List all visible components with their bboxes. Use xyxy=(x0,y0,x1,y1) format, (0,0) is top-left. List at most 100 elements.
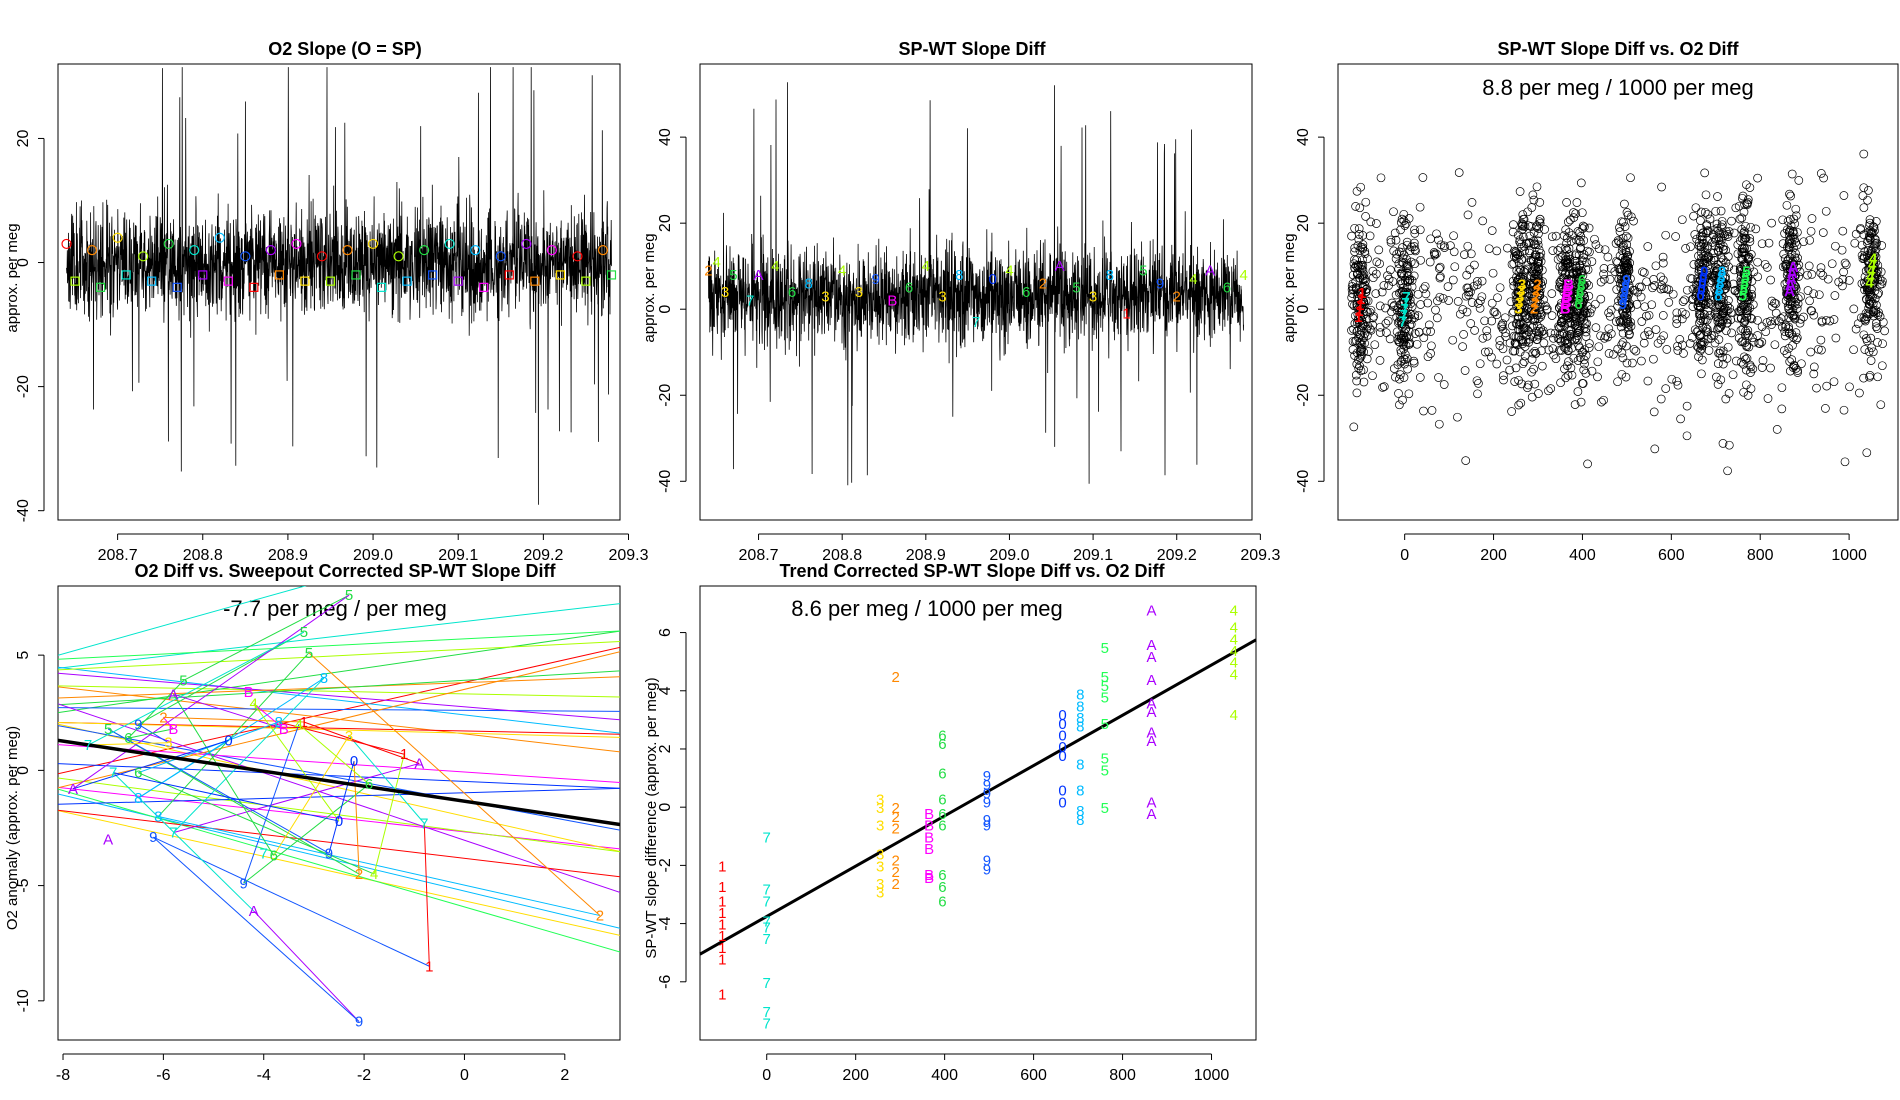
cluster-label: 7 xyxy=(1400,307,1408,324)
scatter-point xyxy=(1702,220,1712,229)
scatter-point xyxy=(1692,341,1702,351)
scatter-point xyxy=(1526,222,1536,231)
scatter-point xyxy=(1365,324,1375,334)
scatter-point xyxy=(1617,369,1627,379)
group-point: 8 xyxy=(1076,812,1084,829)
cluster-label: A xyxy=(1788,259,1799,276)
circle-marker xyxy=(572,251,583,262)
group-point: 0 xyxy=(1058,716,1066,733)
scatter-point xyxy=(1724,262,1734,272)
scatter-point xyxy=(1356,182,1366,192)
scatter-point xyxy=(1410,225,1419,235)
point-label: 5 xyxy=(104,721,112,738)
circle-marker xyxy=(546,245,557,256)
scatter-point xyxy=(1812,383,1821,393)
scatter-point xyxy=(1717,319,1727,329)
scatter-point xyxy=(1519,303,1528,313)
scatter-point xyxy=(1697,344,1707,354)
scatter-point xyxy=(1498,344,1508,354)
scatter-point xyxy=(1719,244,1728,254)
panel1-plot: 208.7 208.8 208.9 209.0 209.1 209.2 209.3 20 0 -2… xyxy=(15,63,649,564)
y-tick-label: 0 xyxy=(657,305,674,314)
scatter-point xyxy=(1519,357,1529,367)
cluster-label: A xyxy=(1787,265,1798,282)
scatter-point xyxy=(1463,241,1473,251)
scatter-point xyxy=(1477,292,1487,302)
x-tick-label: 200 xyxy=(1480,547,1507,564)
scatter-point xyxy=(1790,301,1800,310)
panel3-ylabel: approx. per meg xyxy=(1281,233,1298,342)
scatter-point xyxy=(1650,444,1660,454)
scatter-point xyxy=(1863,246,1873,256)
circle-marker xyxy=(393,251,404,262)
scatter-point xyxy=(1673,341,1682,351)
scatter-point xyxy=(1754,338,1764,348)
digit-marker: 6 xyxy=(788,284,796,301)
scatter-point xyxy=(1839,267,1848,277)
group-point: 7 xyxy=(763,882,771,899)
plot-frame xyxy=(57,585,621,1041)
scatter-point xyxy=(1515,300,1525,310)
scatter-point xyxy=(1716,235,1726,245)
scatter-point xyxy=(1690,230,1700,239)
scatter-point xyxy=(1569,208,1578,217)
scatter-point xyxy=(1576,314,1586,324)
x-axis: 0 200 400 600 800 1000 xyxy=(1400,533,1867,564)
scatter-point xyxy=(1534,229,1543,239)
digit-marker: 3 xyxy=(721,284,729,301)
scatter-point xyxy=(1780,229,1789,238)
scatter-point xyxy=(1725,304,1735,313)
scatter-point xyxy=(1460,366,1470,375)
x-tick-label: 208.8 xyxy=(822,547,862,564)
scatter-point xyxy=(1778,215,1788,225)
scatter-point xyxy=(1686,242,1695,252)
cluster-label: 7 xyxy=(1400,301,1408,318)
scatter-point xyxy=(1527,392,1537,402)
scatter-point xyxy=(1823,274,1833,284)
scatter-point xyxy=(1526,290,1535,300)
connector xyxy=(138,772,375,875)
digit-marker: 1 xyxy=(1122,306,1130,323)
scatter-point xyxy=(1524,238,1534,247)
scatter-point xyxy=(1535,305,1545,315)
scatter-point xyxy=(1395,374,1404,384)
cluster-label: A xyxy=(1786,271,1797,288)
scatter-point xyxy=(1613,236,1623,245)
scatter-point xyxy=(1523,383,1532,393)
scatter-point xyxy=(1350,336,1360,346)
scatter-point xyxy=(1697,355,1707,365)
scatter-point xyxy=(1739,283,1749,293)
scatter-point xyxy=(1621,341,1631,351)
connector xyxy=(112,772,255,912)
connector xyxy=(328,761,355,854)
scatter-point xyxy=(1721,272,1730,282)
y-tick-label: 2 xyxy=(657,744,674,753)
scatter-point xyxy=(1630,286,1639,295)
scatter-point xyxy=(1508,346,1518,356)
panel4-title: O2 Diff vs. Sweepout Corrected SP-WT Slo… xyxy=(134,561,556,581)
group-point: A xyxy=(1146,695,1156,712)
x-axis: -8 -6 -4 -2 0 2 xyxy=(56,1053,569,1084)
scatter-point xyxy=(1827,259,1837,269)
scatter-point xyxy=(1816,268,1826,278)
scatter-point xyxy=(1788,258,1797,268)
scatter-point xyxy=(1873,338,1882,347)
x-tick-label: 209.2 xyxy=(1157,547,1197,564)
point-label: 3 xyxy=(345,728,353,745)
scatter-point xyxy=(1519,275,1529,285)
scatter-point xyxy=(1778,322,1787,332)
point-label: 7 xyxy=(169,825,177,842)
scatter-point xyxy=(1533,240,1543,250)
scatter-point xyxy=(1534,224,1544,233)
point-label: A xyxy=(249,903,259,920)
scatter-point xyxy=(1515,187,1525,196)
scatter-point xyxy=(1435,292,1445,302)
scatter-point xyxy=(1569,213,1579,222)
cluster-label: 0 xyxy=(1696,287,1704,304)
scatter-point xyxy=(1619,308,1628,318)
scatter-point xyxy=(1799,237,1808,247)
scatter-point xyxy=(1355,361,1364,371)
scatter-point xyxy=(1495,336,1505,345)
scatter-point xyxy=(1757,239,1767,249)
